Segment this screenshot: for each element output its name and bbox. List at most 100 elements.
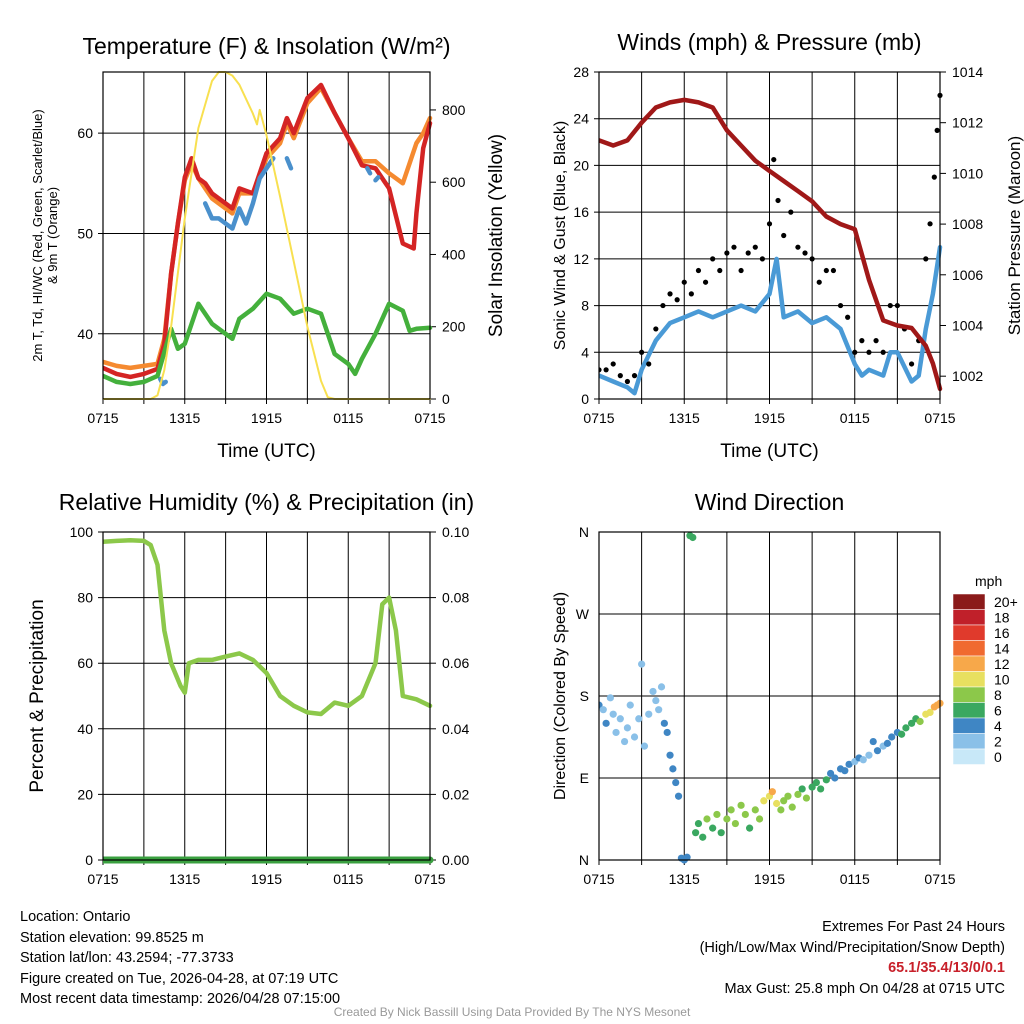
plot-frame bbox=[102, 71, 431, 400]
recent-data-text: Most recent data timestamp: 2026/04/28 0… bbox=[20, 991, 341, 1007]
y2-tick-label: 1006 bbox=[952, 267, 983, 283]
y-tick-label: 20 bbox=[77, 786, 93, 802]
wind-direction-point bbox=[907, 719, 916, 727]
y2-tick-label: 1014 bbox=[952, 64, 983, 80]
x-tick-label: 1315 bbox=[669, 410, 700, 426]
wind-direction-point bbox=[741, 810, 749, 819]
x-tick-label: 0115 bbox=[333, 410, 363, 426]
wind-direction-point bbox=[869, 737, 877, 746]
colorbar-label: 8 bbox=[994, 687, 1002, 703]
plot-frame bbox=[598, 531, 941, 861]
y-tick-label: W bbox=[576, 606, 590, 622]
gust-point bbox=[624, 378, 631, 385]
colorbar-swatch bbox=[952, 748, 986, 765]
wind-direction-point bbox=[780, 797, 788, 805]
extremes-fields: (High/Low/Max Wind/Precipitation/Snow De… bbox=[699, 939, 1005, 956]
wind-direction-point bbox=[916, 717, 924, 726]
colorbar-title: mph bbox=[975, 573, 1002, 589]
station-info: Location: Ontario Station elevation: 99.… bbox=[20, 907, 340, 1010]
gust-point bbox=[816, 279, 822, 285]
gust-point bbox=[775, 197, 781, 204]
y2-tick-label: 1004 bbox=[952, 317, 983, 333]
x-tick-label: 1315 bbox=[169, 871, 200, 887]
gust-point bbox=[934, 127, 940, 133]
gust-point bbox=[887, 302, 893, 309]
wind-direction-point bbox=[822, 776, 830, 784]
y-tick-label: 50 bbox=[77, 225, 93, 241]
gust-point bbox=[766, 221, 773, 227]
wind-direction-point bbox=[703, 815, 711, 823]
y-tick-label: E bbox=[580, 770, 589, 786]
y2-tick-label: 1012 bbox=[952, 115, 983, 131]
gust-point bbox=[923, 256, 929, 262]
wind-direction-point bbox=[898, 730, 906, 738]
wind-direction-point bbox=[638, 660, 646, 668]
wind-direction-point bbox=[798, 785, 806, 793]
gust-point bbox=[781, 232, 787, 239]
gust-point bbox=[852, 349, 858, 355]
wind-direction-point bbox=[826, 769, 835, 778]
gust-point bbox=[927, 221, 933, 227]
gust-point bbox=[908, 361, 915, 367]
wind-direction-point bbox=[645, 710, 653, 718]
wind-direction-point bbox=[699, 833, 707, 841]
x-tick-label: 0715 bbox=[583, 410, 614, 426]
gust-point bbox=[752, 244, 758, 250]
colorbar-swatch bbox=[952, 624, 986, 641]
wind-direction-point bbox=[760, 797, 768, 805]
y-tick-label: 40 bbox=[77, 326, 93, 342]
y2-tick-label: 400 bbox=[442, 246, 466, 262]
gust-point bbox=[610, 361, 616, 367]
gust-point bbox=[830, 267, 837, 274]
colorbar-label: 10 bbox=[994, 672, 1010, 688]
colorbar-label: 4 bbox=[994, 718, 1002, 734]
y-tick-label: 60 bbox=[77, 655, 93, 671]
wind-direction-point bbox=[773, 799, 781, 808]
gust-point bbox=[674, 297, 680, 303]
y-tick-label: 8 bbox=[581, 298, 589, 314]
y-axis-label: Percent & Precipitation bbox=[27, 599, 48, 792]
gust-point bbox=[738, 267, 744, 274]
chart-title: Wind Direction bbox=[695, 489, 845, 515]
wind-direction-point bbox=[784, 792, 792, 800]
x-axis-label: Time (UTC) bbox=[720, 441, 819, 462]
gust-point bbox=[667, 291, 673, 297]
gust-point bbox=[681, 279, 687, 285]
wind-direction-point bbox=[865, 751, 873, 759]
gust-point bbox=[660, 302, 666, 309]
x-tick-label: 0715 bbox=[414, 410, 445, 426]
credit-text: Created By Nick Bassill Using Data Provi… bbox=[333, 1005, 691, 1019]
hi-wc-line bbox=[373, 175, 381, 183]
chart-title: Winds (mph) & Pressure (mb) bbox=[617, 29, 921, 55]
gust-point bbox=[788, 209, 794, 215]
wind-direction-point bbox=[630, 733, 639, 741]
colorbar-label: 14 bbox=[994, 641, 1010, 657]
gust-point bbox=[823, 267, 829, 274]
wind-direction-point bbox=[689, 533, 697, 542]
wind-direction-point bbox=[666, 751, 674, 759]
y-tick-label: 20 bbox=[573, 157, 589, 173]
x-tick-label: 0715 bbox=[87, 871, 118, 887]
wind-direction-point bbox=[794, 790, 802, 799]
y-tick-label: 4 bbox=[581, 344, 589, 360]
gust-point bbox=[795, 244, 801, 250]
extremes-title: Extremes For Past 24 Hours bbox=[822, 919, 1005, 935]
y-axis-label: Sonic Wind & Gust (Blue, Black) bbox=[552, 121, 569, 350]
y-tick-label: 12 bbox=[573, 251, 589, 267]
wind-direction-point bbox=[926, 708, 934, 717]
gust-point bbox=[880, 349, 886, 355]
x-tick-label: 0715 bbox=[924, 871, 955, 887]
station-pressure-line bbox=[599, 97, 943, 392]
wind-direction-point bbox=[717, 829, 725, 837]
wind-direction-point bbox=[713, 810, 721, 819]
wind-direction-point bbox=[612, 728, 620, 737]
gust-point bbox=[717, 267, 723, 274]
x-tick-label: 1915 bbox=[754, 871, 785, 887]
colorbar-swatch bbox=[952, 671, 986, 688]
wind-direction-point bbox=[660, 719, 668, 727]
y-tick-label: 0 bbox=[581, 391, 589, 407]
wind-direction-point bbox=[802, 794, 811, 802]
y2-tick-label: 0.00 bbox=[442, 852, 469, 868]
y2-tick-label: 0.10 bbox=[442, 524, 469, 540]
colorbar-swatch bbox=[952, 717, 986, 734]
